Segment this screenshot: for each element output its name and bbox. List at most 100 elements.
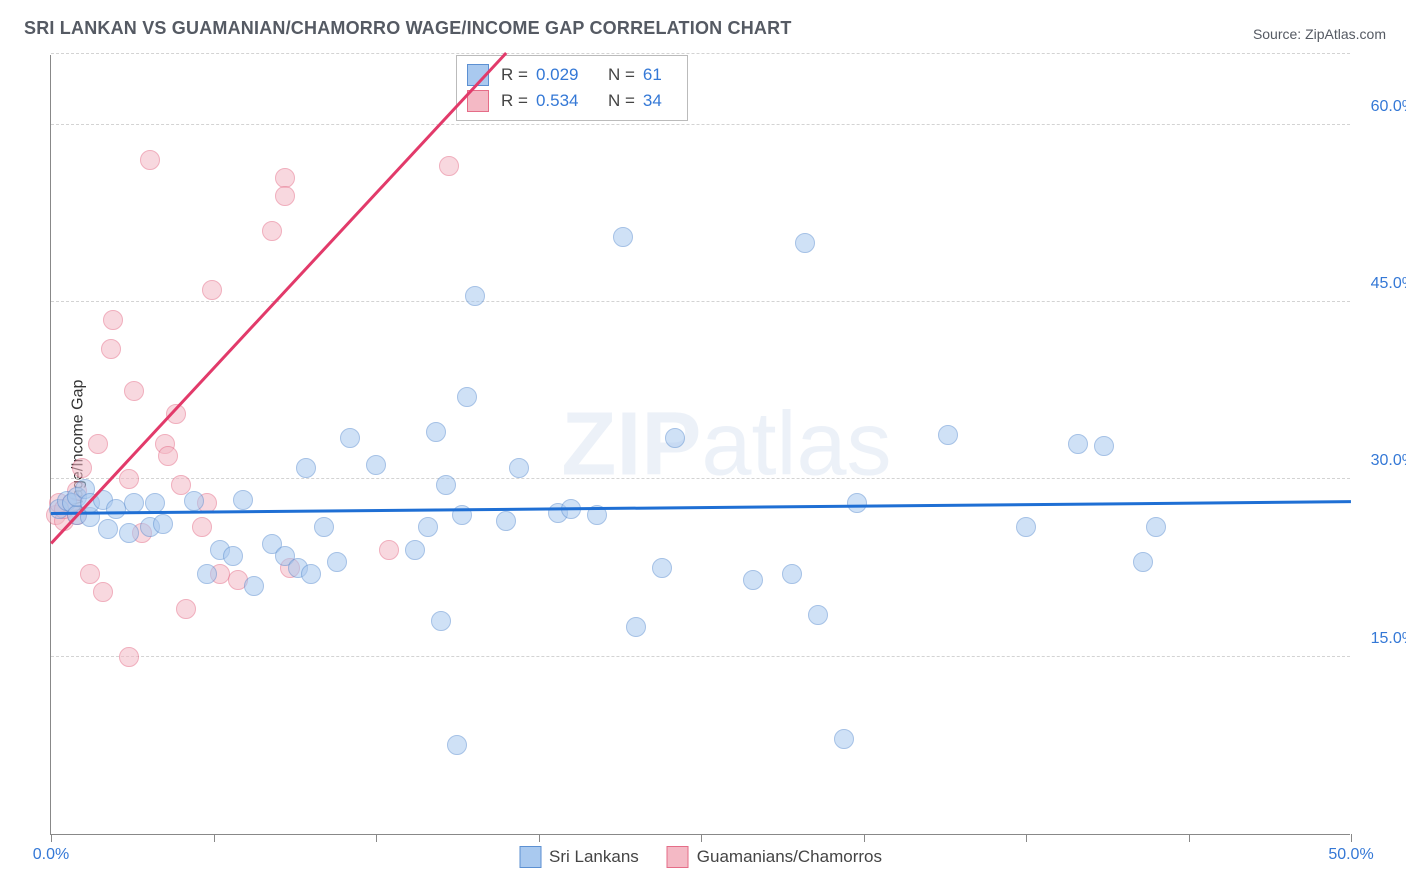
data-point <box>101 339 121 359</box>
data-point <box>436 475 456 495</box>
data-point <box>153 514 173 534</box>
plot-area: ZIPatlas R = 0.029 N = 61 R = 0.534 N = … <box>50 55 1350 835</box>
legend-row-series-0: R = 0.029 N = 61 <box>467 62 673 88</box>
legend-n-value-1: 34 <box>643 91 673 111</box>
legend-label-1: Guamanians/Chamorros <box>697 847 882 867</box>
data-point <box>1133 552 1153 572</box>
x-tick <box>539 834 540 842</box>
data-point <box>379 540 399 560</box>
legend-r-label: R = <box>501 65 528 85</box>
data-point <box>938 425 958 445</box>
legend-swatch-1 <box>467 90 489 112</box>
legend-n-label: N = <box>608 91 635 111</box>
data-point <box>465 286 485 306</box>
data-point <box>72 458 92 478</box>
data-point <box>244 576 264 596</box>
data-point <box>192 517 212 537</box>
data-point <box>103 310 123 330</box>
legend-label-0: Sri Lankans <box>549 847 639 867</box>
data-point <box>140 150 160 170</box>
data-point <box>665 428 685 448</box>
data-point <box>1146 517 1166 537</box>
data-point <box>447 735 467 755</box>
x-tick <box>214 834 215 842</box>
data-point <box>808 605 828 625</box>
data-point <box>847 493 867 513</box>
data-point <box>88 434 108 454</box>
data-point <box>457 387 477 407</box>
data-point <box>626 617 646 637</box>
data-point <box>1068 434 1088 454</box>
data-point <box>340 428 360 448</box>
x-tick <box>51 834 52 842</box>
data-point <box>275 186 295 206</box>
legend-n-label: N = <box>608 65 635 85</box>
gridline-h <box>51 53 1350 54</box>
data-point <box>262 221 282 241</box>
x-tick-label: 0.0% <box>33 846 69 864</box>
data-point <box>119 647 139 667</box>
gridline-h <box>51 656 1350 657</box>
legend-r-value-1: 0.534 <box>536 91 588 111</box>
data-point <box>176 599 196 619</box>
data-point <box>834 729 854 749</box>
x-tick <box>376 834 377 842</box>
data-point <box>795 233 815 253</box>
y-tick-label: 30.0% <box>1356 452 1406 470</box>
data-point <box>233 490 253 510</box>
data-point <box>184 491 204 511</box>
x-tick-label: 50.0% <box>1328 846 1373 864</box>
data-point <box>98 519 118 539</box>
data-point <box>327 552 347 572</box>
data-point <box>296 458 316 478</box>
y-tick-label: 15.0% <box>1356 630 1406 648</box>
gridline-h <box>51 301 1350 302</box>
y-tick-label: 60.0% <box>1356 98 1406 116</box>
chart-title: SRI LANKAN VS GUAMANIAN/CHAMORRO WAGE/IN… <box>24 18 792 39</box>
data-point <box>301 564 321 584</box>
legend-swatch-bottom-0 <box>519 846 541 868</box>
data-point <box>782 564 802 584</box>
data-point <box>509 458 529 478</box>
y-tick-label: 45.0% <box>1356 275 1406 293</box>
data-point <box>202 280 222 300</box>
correlation-legend: R = 0.029 N = 61 R = 0.534 N = 34 <box>456 55 688 121</box>
watermark: ZIPatlas <box>561 393 891 496</box>
x-tick <box>701 834 702 842</box>
data-point <box>366 455 386 475</box>
x-tick <box>1026 834 1027 842</box>
data-point <box>1016 517 1036 537</box>
data-point <box>80 564 100 584</box>
data-point <box>1094 436 1114 456</box>
data-point <box>439 156 459 176</box>
data-point <box>158 446 178 466</box>
data-point <box>496 511 516 531</box>
gridline-h <box>51 124 1350 125</box>
data-point <box>743 570 763 590</box>
data-point <box>197 564 217 584</box>
x-tick <box>864 834 865 842</box>
trendline <box>50 52 507 544</box>
legend-item-0: Sri Lankans <box>519 846 639 868</box>
legend-row-series-1: R = 0.534 N = 34 <box>467 88 673 114</box>
gridline-h <box>51 478 1350 479</box>
data-point <box>119 469 139 489</box>
legend-r-value-0: 0.029 <box>536 65 588 85</box>
legend-r-label: R = <box>501 91 528 111</box>
data-point <box>613 227 633 247</box>
chart-container: SRI LANKAN VS GUAMANIAN/CHAMORRO WAGE/IN… <box>0 0 1406 892</box>
legend-swatch-bottom-1 <box>667 846 689 868</box>
source-attribution: Source: ZipAtlas.com <box>1253 26 1386 42</box>
data-point <box>119 523 139 543</box>
x-tick <box>1351 834 1352 842</box>
data-point <box>418 517 438 537</box>
data-point <box>431 611 451 631</box>
data-point <box>223 546 243 566</box>
data-point <box>652 558 672 578</box>
series-legend: Sri Lankans Guamanians/Chamorros <box>519 846 882 868</box>
data-point <box>405 540 425 560</box>
legend-n-value-0: 61 <box>643 65 673 85</box>
data-point <box>124 493 144 513</box>
x-tick <box>1189 834 1190 842</box>
data-point <box>426 422 446 442</box>
